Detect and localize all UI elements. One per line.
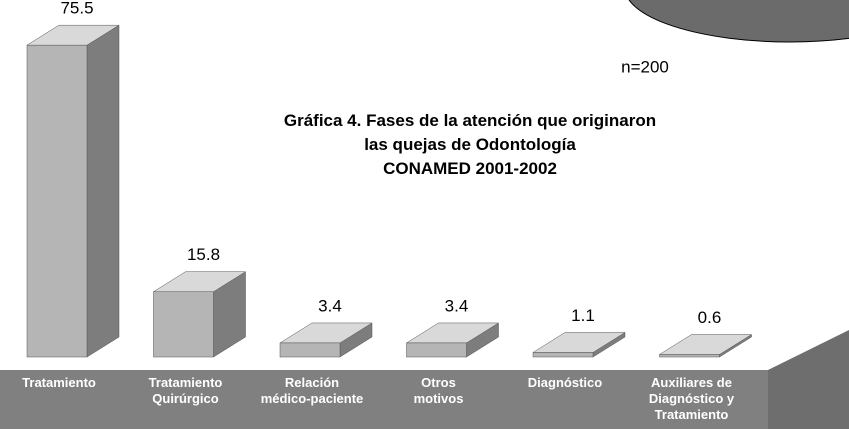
bar-front xyxy=(279,342,341,358)
x-tick-label: Relación médico-paciente xyxy=(261,375,364,406)
title-line: las quejas de Odontología xyxy=(364,135,576,154)
value-label: 1.1 xyxy=(571,306,595,325)
bar-front xyxy=(153,291,214,358)
x-tick-line: Relación xyxy=(285,375,339,390)
x-tick-line: Diagnóstico y xyxy=(649,391,735,406)
x-tick-line: Tratamiento xyxy=(655,407,729,422)
value-label: 0.6 xyxy=(698,308,722,327)
floor-side xyxy=(768,330,849,429)
x-tick-label: Diagnóstico xyxy=(528,375,602,390)
x-tick-line: Tratamiento xyxy=(22,375,96,390)
bar-front xyxy=(406,342,467,358)
x-tick-line: Otros xyxy=(421,375,456,390)
bar xyxy=(658,334,753,358)
bar-front xyxy=(532,352,594,358)
x-tick-line: Tratamiento xyxy=(149,375,223,390)
x-tick-label: Tratamiento Quirúrgico xyxy=(149,375,223,406)
x-tick-line: Diagnóstico xyxy=(528,375,602,390)
bar xyxy=(279,322,373,358)
bar-front xyxy=(26,44,88,358)
value-label: 75.5 xyxy=(60,0,93,18)
title-line: CONAMED 2001-2002 xyxy=(383,159,557,178)
value-label: 15.8 xyxy=(187,245,220,264)
floor-front xyxy=(0,370,768,429)
x-tick-label: Tratamiento xyxy=(22,375,96,390)
bar-side xyxy=(86,24,120,358)
x-tick-line: motivos xyxy=(414,391,464,406)
decor-ellipse xyxy=(628,0,849,43)
bar xyxy=(152,271,247,358)
x-tick-line: Quirúrgico xyxy=(152,391,219,406)
x-tick-label: Otros motivos xyxy=(414,375,464,406)
x-tick-label: Auxiliares de Diagnóstico y Tratamiento xyxy=(649,375,735,422)
sample-size: n=200 xyxy=(621,57,669,76)
bar-front xyxy=(659,354,720,358)
value-label: 3.4 xyxy=(318,296,342,315)
x-tick-line: Auxiliares de xyxy=(651,375,732,390)
title-line: Gráfica 4. Fases de la atención que orig… xyxy=(284,111,656,130)
x-tick-line: médico-paciente xyxy=(261,391,364,406)
bar xyxy=(405,322,500,358)
bar xyxy=(26,24,120,358)
value-label: 3.4 xyxy=(445,296,469,315)
chart-title: Gráfica 4. Fases de la atención que orig… xyxy=(284,111,656,178)
bar xyxy=(532,332,626,358)
